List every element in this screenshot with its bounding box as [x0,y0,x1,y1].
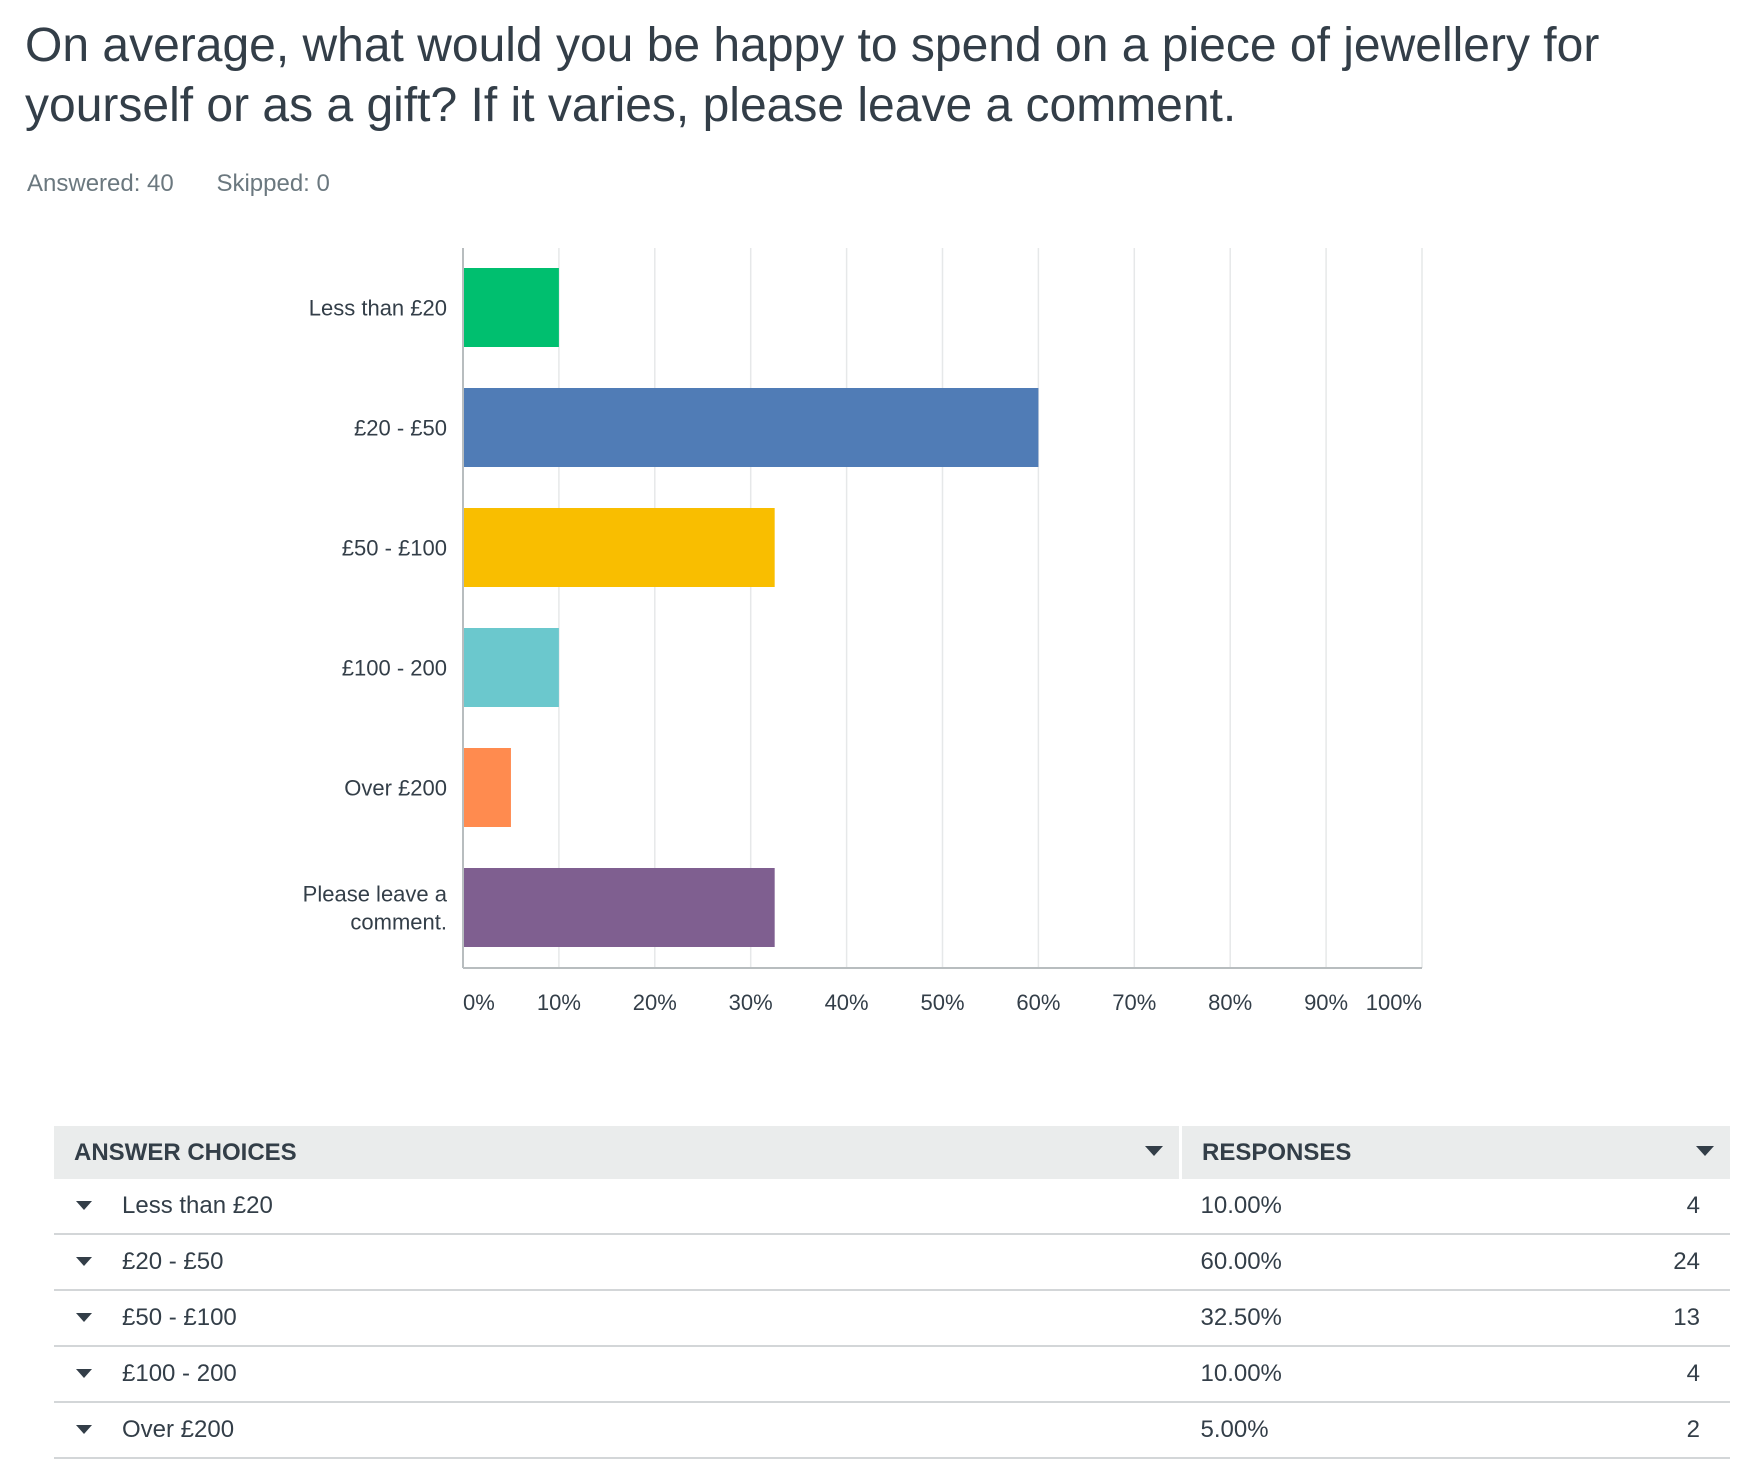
bar[interactable] [463,508,775,587]
category-label: Please leave a [303,882,448,907]
category-label: £20 - £50 [354,416,447,441]
sort-choices-icon[interactable] [1145,1146,1163,1156]
responses-header[interactable]: RESPONSES [1180,1126,1730,1179]
results-table: ANSWER CHOICES RESPONSES Less than £20 10… [54,1126,1730,1459]
expand-row-icon[interactable] [76,1312,92,1322]
x-tick-label: 0% [463,990,495,1015]
chart-bars [463,268,1039,947]
x-tick-label: 70% [1112,990,1156,1015]
x-tick-label: 20% [633,990,677,1015]
table-row: £50 - £100 32.50% 13 [54,1290,1730,1347]
table-row: Over £200 5.00% 2 [54,1402,1730,1459]
bar[interactable] [463,868,775,947]
answered-count: Answered: 40 [27,170,174,197]
bar-chart: Less than £20 £20 - £50 £50 - £100 £100 - 2… [303,248,1423,1015]
answer-choice-cell: Over £200 [54,1402,1181,1459]
response-percent: 10.00% [1180,1179,1580,1235]
chart-tick-labels: 0% 10% 20% 30% 40% 50% 60% 70% 80% 90% 100% [463,990,1422,1015]
x-tick-label: 100% [1366,990,1422,1015]
expand-row-icon[interactable] [76,1368,92,1378]
answer-choice-label: £20 - £50 [122,1248,224,1275]
response-percent: 5.00% [1180,1402,1580,1459]
category-label: comment. [350,910,447,935]
response-percent: 60.00% [1180,1234,1580,1291]
bar[interactable] [463,748,511,827]
answer-choice-label: £100 - 200 [122,1360,237,1387]
response-count: 4 [1580,1346,1730,1403]
bar[interactable] [463,268,559,347]
x-tick-label: 90% [1304,990,1348,1015]
x-tick-label: 60% [1016,990,1060,1015]
expand-row-icon[interactable] [76,1424,92,1434]
responses-header-label: RESPONSES [1202,1138,1352,1166]
answer-choice-cell: Less than £20 [54,1179,1181,1235]
chart-grid [558,248,1423,968]
bar[interactable] [463,388,1039,467]
chart-axes [462,248,1422,969]
table-row: £20 - £50 60.00% 24 [54,1234,1730,1291]
x-tick-label: 30% [729,990,773,1015]
skipped-count: Skipped: 0 [216,170,330,197]
table-row: Less than £20 10.00% 4 [54,1179,1730,1235]
response-count: 13 [1580,1290,1730,1347]
sort-responses-icon[interactable] [1696,1146,1714,1156]
response-count: 4 [1580,1179,1730,1235]
expand-row-icon[interactable] [76,1200,92,1210]
answer-choices-header-label: ANSWER CHOICES [74,1138,297,1166]
category-label: £100 - 200 [342,656,447,681]
answer-choice-cell: £100 - 200 [54,1346,1181,1403]
expand-row-icon[interactable] [76,1256,92,1266]
answer-choices-header[interactable]: ANSWER CHOICES [54,1126,1182,1179]
question-title: On average, what would you be happy to s… [25,19,1600,132]
response-count: 2 [1580,1402,1730,1459]
answer-choice-label: Over £200 [122,1416,235,1443]
answer-choice-label: Less than £20 [122,1192,273,1219]
x-tick-label: 40% [825,990,869,1015]
answer-choice-cell: £20 - £50 [54,1234,1181,1291]
response-percent: 32.50% [1180,1290,1580,1347]
response-percent: 10.00% [1180,1346,1580,1403]
x-tick-label: 10% [537,990,581,1015]
bar[interactable] [463,628,559,707]
table-row: £100 - 200 10.00% 4 [54,1346,1730,1403]
response-count: 24 [1580,1234,1730,1291]
category-label: £50 - £100 [342,536,447,561]
answer-choice-label: £50 - £100 [122,1304,237,1331]
category-label: Less than £20 [309,296,447,321]
chart-category-labels: Less than £20 £20 - £50 £50 - £100 £100 - 2… [303,296,448,935]
response-stats: Answered: 40 Skipped: 0 [27,170,366,198]
x-tick-label: 80% [1208,990,1252,1015]
x-tick-label: 50% [920,990,964,1015]
category-label: Over £200 [344,776,447,801]
answer-choice-cell: £50 - £100 [54,1290,1181,1347]
